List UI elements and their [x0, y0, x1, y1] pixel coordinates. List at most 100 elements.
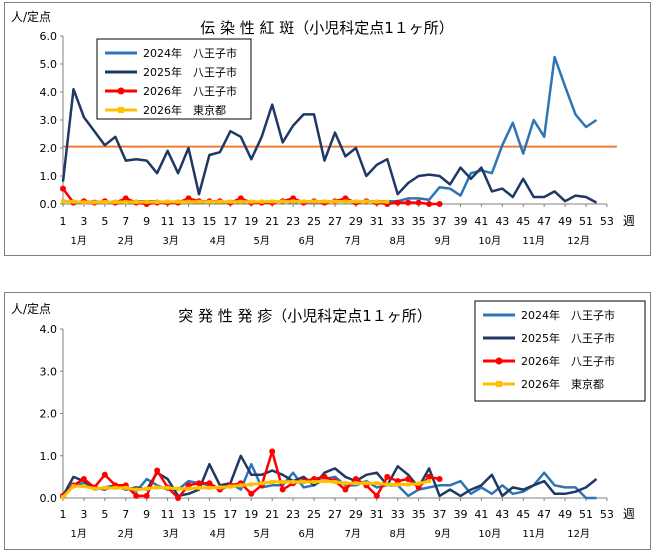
data-point-2026-hachioji	[101, 471, 108, 478]
legend-label: 2026年 八王子市	[521, 354, 615, 368]
data-point-2026-hachioji	[426, 201, 433, 207]
legend-label: 2025年 八王子市	[143, 65, 237, 79]
data-point-2026-hachioji	[426, 473, 433, 480]
chart-title: 突 発 性 発 疹（小児科定点1１ヶ所）	[178, 307, 432, 325]
x-tick-label: 19	[244, 508, 258, 521]
data-point-2026-tokyo	[207, 485, 212, 490]
y-axis-label: 人/定点	[11, 9, 51, 24]
legend-label: 2026年 八王子市	[143, 84, 237, 98]
month-label: 7月	[345, 235, 361, 247]
x-tick-label: 53	[600, 508, 614, 521]
month-label: 2月	[118, 528, 134, 540]
data-point-2026-tokyo	[123, 485, 128, 490]
y-tick-label: 0.0	[40, 492, 58, 505]
data-point-2026-tokyo	[259, 199, 264, 204]
x-tick-label: 49	[558, 215, 572, 228]
data-point-2026-tokyo	[186, 199, 191, 204]
data-point-2026-hachioji	[405, 199, 412, 206]
data-point-2026-tokyo	[155, 485, 160, 490]
legend-label: 2025年 八王子市	[521, 331, 615, 345]
data-point-2026-tokyo	[134, 200, 139, 205]
data-point-2026-tokyo	[406, 482, 411, 487]
y-tick-label: 5.0	[40, 58, 58, 71]
data-point-2026-hachioji	[373, 492, 380, 499]
y-tick-label: 3.0	[40, 365, 58, 378]
data-point-2026-tokyo	[249, 482, 254, 487]
data-point-2026-tokyo	[249, 199, 254, 204]
data-point-2026-hachioji	[436, 475, 443, 482]
legend: 2024年 八王子市 2025年 八王子市 2026年 八王子市 2026年 東京都	[474, 300, 646, 402]
x-tick-label: 25	[307, 508, 321, 521]
data-point-2026-tokyo	[186, 486, 191, 491]
x-tick-label: 35	[412, 215, 426, 228]
legend-label: 2026年 東京都	[521, 377, 604, 391]
month-label: 3月	[163, 528, 179, 540]
x-tick-label: 27	[328, 508, 342, 521]
month-label: 9月	[435, 235, 451, 247]
month-label: 10月	[478, 235, 501, 247]
data-point-2026-tokyo	[259, 481, 264, 486]
data-point-2026-tokyo	[343, 199, 348, 204]
data-point-2026-tokyo	[332, 479, 337, 484]
data-point-2026-hachioji	[436, 201, 443, 207]
y-tick-label: 2.0	[40, 408, 58, 421]
data-point-2026-tokyo	[291, 199, 296, 204]
data-point-2026-tokyo	[332, 199, 337, 204]
x-tick-label: 17	[223, 215, 237, 228]
data-point-2026-tokyo	[71, 484, 76, 489]
data-point-2026-tokyo	[301, 479, 306, 484]
x-tick-label: 43	[495, 508, 509, 521]
x-tick-label: 45	[516, 508, 530, 521]
x-tick-label: 41	[474, 508, 488, 521]
legend-marker	[495, 357, 503, 365]
data-point-2026-tokyo	[374, 481, 379, 486]
data-point-2026-tokyo	[238, 483, 243, 488]
x-tick-label: 13	[182, 508, 196, 521]
data-point-2026-hachioji	[384, 473, 391, 480]
data-point-2026-tokyo	[353, 481, 358, 486]
data-point-2026-tokyo	[217, 199, 222, 204]
x-tick-label: 9	[143, 508, 150, 521]
erythema-chart: 0.0 1.0 2.0 3.0 4.0 5.0 6.0 人/定点伝 染 性 紅 斑（小児科定点…	[11, 9, 635, 247]
data-point-2026-hachioji	[60, 185, 66, 192]
x-tick-label: 53	[600, 215, 614, 228]
x-tick-label: 21	[265, 215, 279, 228]
month-label: 1月	[71, 235, 87, 247]
data-point-2026-hachioji	[206, 480, 213, 487]
y-tick-label: 4.0	[40, 323, 58, 336]
data-point-2026-tokyo	[165, 485, 170, 490]
x-tick-label: 35	[412, 508, 426, 521]
data-point-2026-tokyo	[102, 200, 107, 205]
x-tick-label: 45	[516, 215, 530, 228]
month-label: 11月	[522, 235, 545, 247]
x-tick-label: 51	[579, 215, 593, 228]
data-point-2026-tokyo	[364, 481, 369, 486]
chart-panel-erythema: 0.0 1.0 2.0 3.0 4.0 5.0 6.0 人/定点伝 染 性 紅 斑（小児科定点…	[4, 2, 651, 256]
x-axis-unit: 週	[623, 507, 635, 521]
month-label: 10月	[478, 528, 501, 540]
y-tick-label: 0.0	[40, 198, 58, 211]
data-point-2026-hachioji	[352, 475, 359, 482]
data-point-2026-hachioji	[342, 486, 349, 493]
data-point-2026-tokyo	[291, 479, 296, 484]
x-tick-label: 29	[349, 215, 363, 228]
data-point-2026-tokyo	[134, 487, 139, 492]
x-tick-label: 25	[307, 215, 321, 228]
data-point-2026-tokyo	[280, 479, 285, 484]
data-point-2026-tokyo	[270, 479, 275, 484]
x-tick-label: 19	[244, 215, 258, 228]
month-label: 3月	[163, 235, 179, 247]
data-point-2026-hachioji	[415, 484, 422, 491]
data-point-2026-hachioji	[122, 195, 129, 202]
data-point-2026-hachioji	[405, 475, 412, 482]
data-point-2026-tokyo	[102, 485, 107, 490]
month-label: 9月	[435, 528, 451, 540]
data-point-2026-tokyo	[81, 484, 86, 489]
data-point-2026-hachioji	[394, 199, 401, 206]
data-point-2026-tokyo	[71, 199, 76, 204]
month-label: 12月	[567, 528, 590, 540]
x-tick-label: 37	[433, 215, 447, 228]
data-point-2026-tokyo	[322, 479, 327, 484]
y-axis-label: 人/定点	[11, 301, 51, 316]
data-point-2026-hachioji	[133, 492, 140, 499]
